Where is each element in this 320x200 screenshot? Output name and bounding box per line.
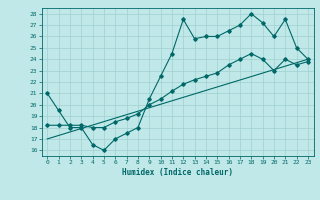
X-axis label: Humidex (Indice chaleur): Humidex (Indice chaleur) xyxy=(122,168,233,177)
